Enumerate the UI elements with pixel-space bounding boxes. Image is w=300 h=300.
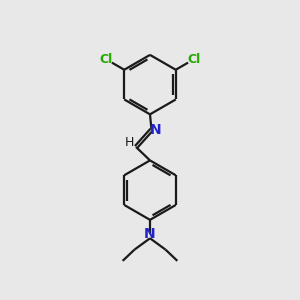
Text: N: N <box>150 123 161 137</box>
Text: H: H <box>125 136 134 149</box>
Text: Cl: Cl <box>99 52 112 66</box>
Text: N: N <box>144 227 156 242</box>
Text: Cl: Cl <box>188 52 201 66</box>
